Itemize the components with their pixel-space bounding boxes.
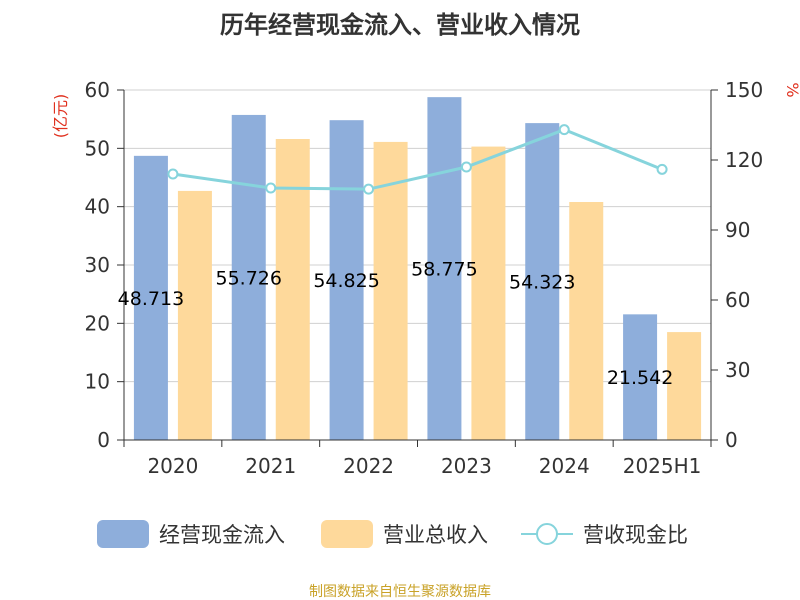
bar — [329, 120, 364, 440]
legend-swatch-cash-inflow — [97, 520, 149, 548]
gridlines — [124, 89, 711, 383]
chart-title: 历年经营现金流入、营业收入情况 — [220, 11, 580, 39]
data-label: 58.775 — [411, 259, 477, 281]
data-labels: 48.713 55.726 54.825 58.775 54.323 21.542 — [118, 259, 674, 390]
legend-item-revenue: 营业总收入 — [321, 520, 488, 548]
right-axis-tick-label: 0 — [725, 428, 738, 452]
bar — [525, 123, 560, 440]
bar — [275, 139, 310, 440]
x-axis-tick-label: 2021 — [245, 454, 296, 478]
legend-label-cash-inflow: 经营现金流入 — [159, 523, 285, 547]
right-axis-tick-label: 120 — [725, 148, 763, 172]
left-axis-unit: (亿元) — [51, 94, 70, 139]
source-note: 制图数据来自恒生聚源数据库 — [309, 584, 491, 600]
ratio-point — [460, 161, 472, 173]
data-label: 21.542 — [607, 367, 673, 389]
left-axis-tick-label: 10 — [85, 370, 110, 394]
x-axis-tick-label: 2025H1 — [623, 454, 702, 478]
legend: 经营现金流入 营业总收入 营收现金比 — [97, 520, 688, 548]
data-label: 48.713 — [118, 288, 184, 310]
left-axis-tick-label: 60 — [85, 78, 110, 102]
x-axis-tick-label: 2023 — [441, 454, 492, 478]
bar — [231, 114, 266, 440]
bar — [471, 146, 506, 441]
ratio-point — [363, 183, 375, 195]
bar — [133, 155, 168, 441]
left-axis-tick-label: 30 — [85, 253, 110, 277]
legend-item-cash-inflow: 经营现金流入 — [97, 520, 285, 548]
data-label: 54.323 — [509, 272, 575, 294]
legend-marker-ratio — [536, 523, 558, 545]
bar — [667, 332, 702, 440]
ratio-line-path — [172, 128, 663, 191]
bar — [427, 97, 462, 440]
right-axis-tick-label: 60 — [725, 288, 750, 312]
right-axis-tick-label: 30 — [725, 358, 750, 382]
data-label: 54.825 — [313, 270, 379, 292]
axes: 0 10 20 30 40 50 60 0 30 60 90 120 150 2020 2021 2022 20… — [85, 78, 764, 478]
left-axis-tick-label: 20 — [85, 311, 110, 335]
right-axis-tick-label: 150 — [725, 78, 763, 102]
legend-item-ratio: 营收现金比 — [521, 523, 688, 547]
legend-swatch-revenue — [321, 520, 373, 548]
bars — [133, 97, 702, 441]
ratio-point — [265, 182, 277, 194]
ratio-line — [167, 124, 668, 195]
left-axis-tick-label: 40 — [85, 195, 110, 219]
left-axis-tick-label: 0 — [97, 428, 110, 452]
ratio-point — [656, 163, 668, 175]
ratio-point — [558, 124, 570, 136]
x-axis-tick-label: 2022 — [343, 454, 394, 478]
x-axis-tick-label: 2024 — [539, 454, 590, 478]
bar — [569, 202, 604, 440]
legend-label-revenue: 营业总收入 — [383, 523, 488, 547]
left-axis-tick-label: 50 — [85, 136, 110, 160]
ratio-point — [167, 168, 179, 180]
data-label: 55.726 — [216, 267, 282, 289]
x-axis-tick-label: 2020 — [147, 454, 198, 478]
bar — [373, 141, 408, 440]
right-axis-tick-label: 90 — [725, 218, 750, 242]
bar — [623, 314, 658, 440]
right-axis-unit: % — [783, 82, 800, 97]
bar — [177, 190, 212, 440]
legend-label-ratio: 营收现金比 — [583, 523, 688, 547]
